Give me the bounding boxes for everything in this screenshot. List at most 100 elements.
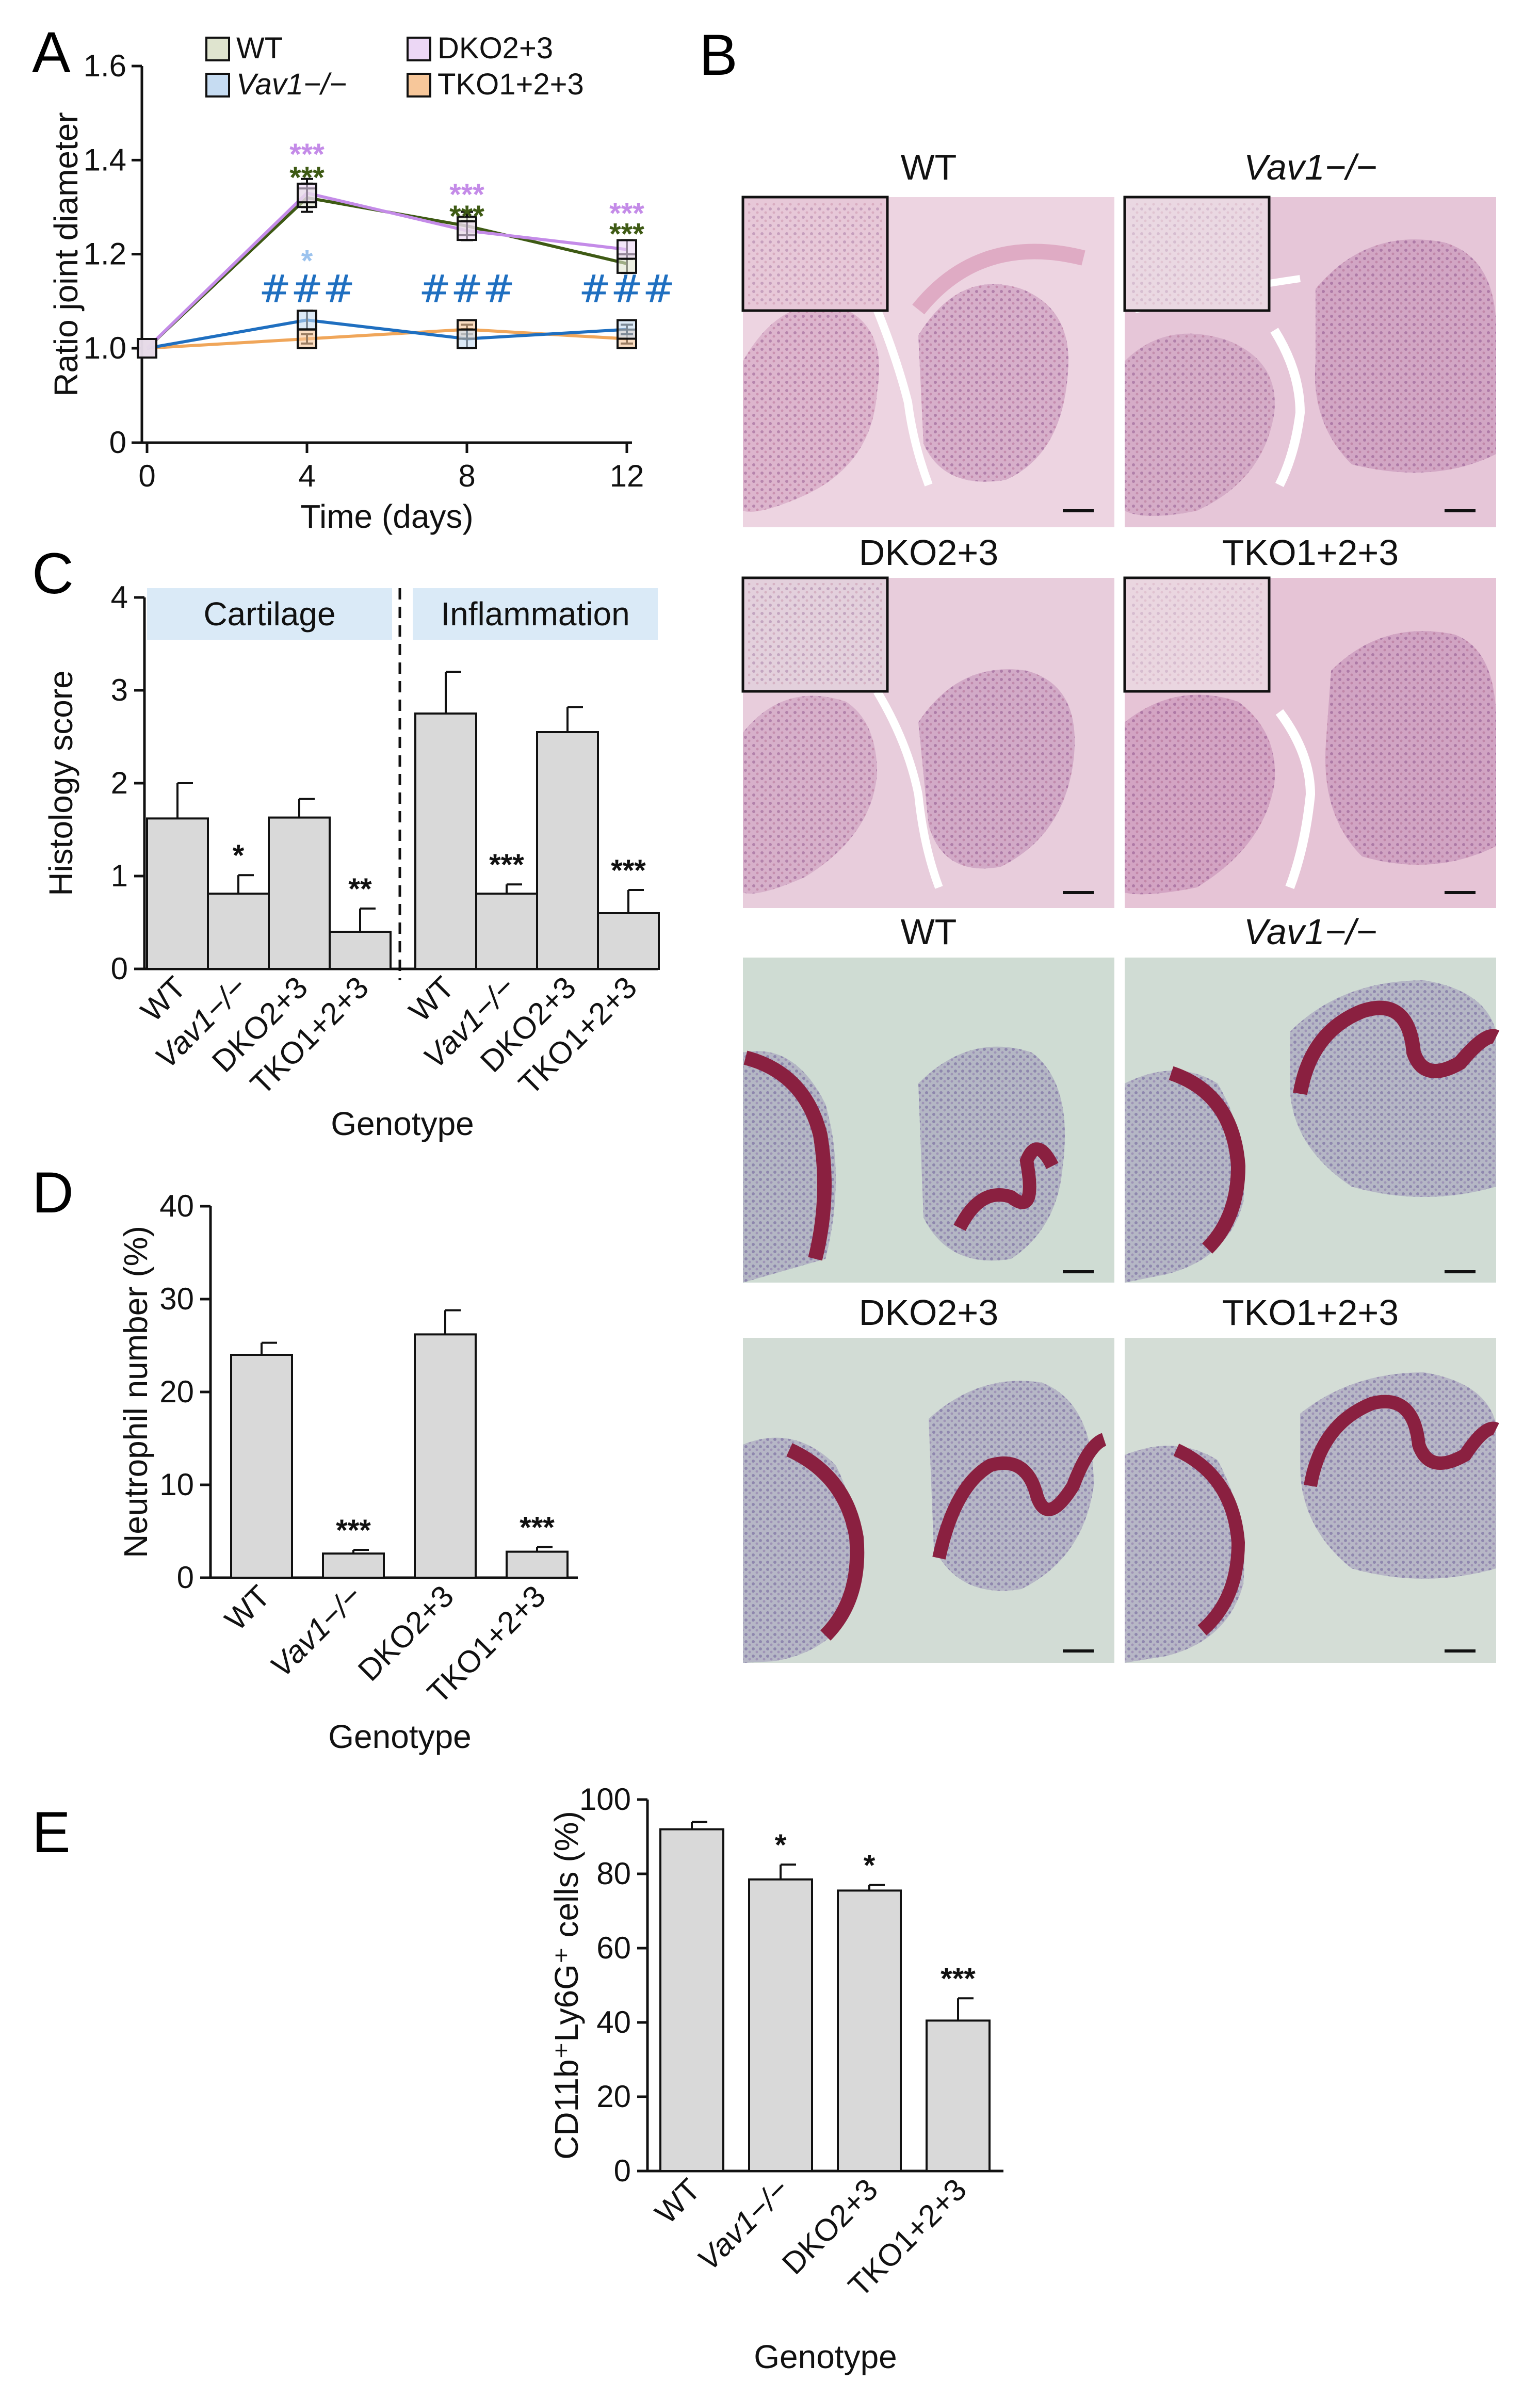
he-image-dko bbox=[741, 576, 1114, 908]
significance-label: *** bbox=[489, 848, 524, 882]
he-image-tko bbox=[1123, 576, 1496, 908]
group-header-box-0 bbox=[147, 588, 392, 640]
significance-label: * bbox=[233, 839, 245, 872]
saf-title-vav1: Vav1−/− bbox=[1244, 912, 1377, 952]
chart-a-joint-diameter: 0 1.0 1.2 1.4 1.6 0 4 8 12 Time (days) Ratio joint… bbox=[47, 31, 675, 535]
y-tick-label: 1.4 bbox=[84, 142, 126, 177]
panel-letter-c: C bbox=[32, 541, 74, 606]
panel-letter-a: A bbox=[32, 20, 71, 85]
y-tick-label: 2 bbox=[111, 766, 128, 800]
hash-significance: ### bbox=[419, 267, 515, 311]
bar-0-0 bbox=[146, 817, 209, 970]
saf-title-dko: DKO2+3 bbox=[859, 1292, 998, 1333]
significance-label: * bbox=[775, 1828, 787, 1862]
panel-letter-b: B bbox=[699, 23, 738, 87]
y-axis-label: Ratio joint diameter bbox=[47, 112, 85, 396]
safranin-image-tko bbox=[1125, 1338, 1499, 1663]
data-point-2 bbox=[457, 220, 477, 241]
legend-swatch-0 bbox=[205, 37, 230, 61]
he-title-tko: TKO1+2+3 bbox=[1222, 532, 1399, 573]
group-header-box-1 bbox=[413, 588, 658, 640]
bar-0-1 bbox=[207, 893, 270, 970]
legend-swatch-2 bbox=[407, 37, 431, 61]
bar-1-2 bbox=[536, 731, 599, 970]
legend-label-3: TKO1+2+3 bbox=[437, 68, 584, 101]
legend-label-2: DKO2+3 bbox=[437, 31, 553, 65]
he-title-dko: DKO2+3 bbox=[859, 532, 998, 573]
significance-label: * bbox=[864, 1849, 876, 1883]
series-line-2 bbox=[145, 191, 627, 350]
data-point-2 bbox=[297, 183, 317, 204]
x-tick-label: 0 bbox=[138, 459, 155, 493]
y-tick-label: 20 bbox=[596, 2079, 631, 2114]
bar-1-1 bbox=[475, 893, 538, 970]
y-tick-label: 60 bbox=[596, 1931, 631, 1965]
bar-0-2 bbox=[268, 816, 331, 970]
y-tick-label: 0 bbox=[177, 1560, 194, 1595]
bar-3 bbox=[506, 1550, 569, 1579]
x-tick-label: 8 bbox=[458, 459, 475, 493]
data-point-2 bbox=[617, 239, 637, 260]
wt-significance: *** bbox=[449, 200, 484, 233]
data-point-1 bbox=[617, 319, 637, 340]
saf-title-tko: TKO1+2+3 bbox=[1222, 1292, 1399, 1333]
y-axis-label: CD11b⁺Ly6G⁺ cells (%) bbox=[548, 1811, 585, 2160]
hash-significance: ### bbox=[579, 267, 675, 311]
dko-significance: *** bbox=[609, 197, 644, 231]
x-tick-label: Vav1−/− bbox=[263, 1579, 368, 1684]
safranin-image-vav1 bbox=[1125, 958, 1500, 1283]
y-tick-label: 40 bbox=[159, 1189, 194, 1223]
y-tick-label: 1 bbox=[111, 859, 128, 893]
y-tick-label: 0 bbox=[614, 2153, 631, 2188]
saf-title-wt: WT bbox=[901, 912, 957, 952]
he-image-wt bbox=[741, 196, 1114, 527]
y-tick-label: 10 bbox=[159, 1467, 194, 1502]
y-tick-label: 1.6 bbox=[84, 48, 126, 83]
y-axis-label: Histology score bbox=[42, 670, 79, 896]
data-point-3 bbox=[297, 328, 317, 349]
y-tick-label: 100 bbox=[579, 1782, 631, 1817]
bar-1-3 bbox=[597, 912, 660, 970]
data-point-1 bbox=[457, 328, 477, 349]
bar-2 bbox=[837, 1889, 902, 2172]
x-axis-label: Genotype bbox=[754, 2338, 897, 2375]
legend-swatch-3 bbox=[407, 73, 431, 98]
y-tick-label: 0 bbox=[109, 425, 126, 460]
significance-label: *** bbox=[520, 1511, 555, 1545]
data-point-1 bbox=[297, 310, 317, 331]
panel-letter-e: E bbox=[32, 1800, 71, 1865]
y-tick-label: 0 bbox=[111, 951, 128, 986]
dko-significance: *** bbox=[449, 178, 484, 212]
y-tick-label: 80 bbox=[596, 1856, 631, 1891]
safranin-image-dko bbox=[743, 1338, 1114, 1663]
he-title-wt: WT bbox=[901, 147, 957, 187]
bar-2 bbox=[414, 1333, 477, 1579]
group-header-0: Cartilage bbox=[203, 595, 335, 633]
legend-label-1: Vav1−/− bbox=[236, 68, 347, 101]
x-axis-label: Genotype bbox=[328, 1718, 472, 1755]
x-tick-label: 12 bbox=[610, 459, 644, 493]
y-tick-label: 20 bbox=[159, 1374, 194, 1409]
significance-label: ** bbox=[348, 872, 372, 906]
significance-label: *** bbox=[611, 854, 646, 887]
histology-panel: WT Vav1−/− DKO2+3 TKO1+2+3 WT Vav1−/− DK… bbox=[741, 147, 1500, 1663]
y-tick-label: 4 bbox=[111, 580, 128, 614]
wt-significance: *** bbox=[289, 161, 325, 195]
y-tick-label: 1.0 bbox=[84, 331, 126, 365]
y-axis-label: Neutrophil number (%) bbox=[117, 1226, 154, 1558]
hash-significance: ### bbox=[259, 267, 355, 311]
y-tick-label: 1.2 bbox=[84, 237, 126, 271]
vav1-single-star: * bbox=[301, 244, 313, 278]
he-image-vav1 bbox=[1123, 196, 1496, 527]
safranin-image-wt bbox=[743, 958, 1114, 1283]
significance-label: *** bbox=[941, 1962, 976, 1996]
bar-1 bbox=[748, 1878, 813, 2173]
dko-significance: *** bbox=[289, 138, 325, 171]
legend-swatch-1 bbox=[205, 73, 230, 98]
y-tick-label: 3 bbox=[111, 673, 128, 707]
bar-1-0 bbox=[414, 712, 477, 970]
series-line-0 bbox=[145, 196, 627, 350]
panel-letter-d: D bbox=[32, 1160, 74, 1225]
